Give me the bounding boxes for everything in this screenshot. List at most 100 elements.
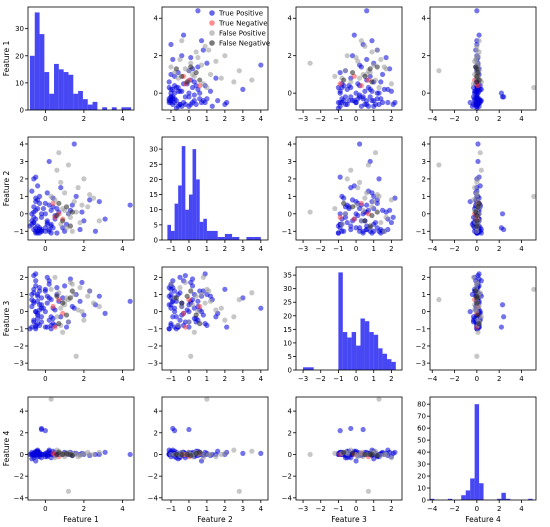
scatter-point bbox=[369, 49, 375, 55]
scatter-point bbox=[371, 98, 377, 104]
scatter-point bbox=[341, 228, 347, 234]
x-tick-label: 0 bbox=[43, 505, 47, 513]
scatter-point bbox=[193, 312, 199, 318]
scatter-point bbox=[96, 218, 102, 224]
scatter-point bbox=[374, 452, 380, 459]
scatter-point bbox=[87, 288, 93, 294]
x-tick-label: 0 bbox=[475, 375, 479, 383]
scatter-point bbox=[236, 297, 242, 303]
x-tick-label: 2 bbox=[223, 505, 227, 513]
scatter-point bbox=[31, 286, 37, 292]
scatter-point bbox=[173, 314, 179, 320]
y-tick-label: 0 bbox=[20, 107, 24, 115]
scatter-point bbox=[339, 221, 345, 227]
y-tick-label: 15 bbox=[149, 191, 158, 199]
x-tick-label: 1 bbox=[371, 245, 375, 253]
x-tick-label: −1 bbox=[166, 375, 176, 383]
scatter-point bbox=[42, 211, 48, 217]
scatter-point bbox=[202, 99, 208, 106]
scatter-point bbox=[474, 8, 480, 14]
panel-frame bbox=[161, 396, 269, 501]
scatter-point bbox=[77, 226, 83, 233]
y-tick-label: 30 bbox=[417, 461, 426, 469]
scatter-point bbox=[362, 195, 368, 201]
scatter-point bbox=[204, 84, 210, 91]
scatter-point bbox=[65, 162, 72, 168]
scatter-point bbox=[348, 167, 354, 173]
x-tick-label: 4 bbox=[259, 245, 264, 253]
x-tick-label: 3 bbox=[241, 245, 245, 253]
scatter-point bbox=[81, 317, 87, 323]
scatter-point bbox=[436, 162, 442, 168]
hist-bar bbox=[181, 146, 186, 240]
y-tick-label: −2 bbox=[148, 473, 158, 481]
scatter-point bbox=[371, 228, 377, 234]
scatter-point bbox=[46, 295, 52, 301]
y-tick-label: 25 bbox=[283, 299, 292, 307]
scatter-point bbox=[197, 321, 203, 327]
scatter-point bbox=[77, 219, 83, 226]
scatter-point bbox=[213, 58, 219, 64]
scatter-point bbox=[222, 53, 228, 59]
y-tick-label: 0 bbox=[422, 90, 426, 98]
scatter-point bbox=[204, 60, 210, 66]
scatter-point bbox=[193, 293, 199, 299]
y-tick-label: 0 bbox=[154, 308, 158, 316]
legend-label: True Positive bbox=[218, 10, 263, 18]
x-tick-label: −3 bbox=[298, 505, 308, 513]
scatter-point bbox=[202, 300, 208, 306]
scatter-point bbox=[335, 105, 341, 111]
panel-frame bbox=[161, 6, 269, 111]
scatter-point bbox=[213, 75, 219, 81]
scatter-point bbox=[127, 298, 133, 304]
scatter-point bbox=[374, 47, 380, 53]
scatter-point bbox=[33, 309, 39, 315]
legend-marker bbox=[209, 40, 215, 46]
y-axis-label: Feature 2 bbox=[2, 171, 11, 207]
scatter-point bbox=[369, 38, 375, 44]
x-tick-label: 2 bbox=[223, 375, 227, 383]
x-tick-label: −2 bbox=[316, 375, 326, 383]
y-tick-label: 30 bbox=[149, 146, 158, 154]
scatter-point bbox=[372, 219, 379, 226]
scatter-point bbox=[42, 225, 48, 231]
scatter-point bbox=[60, 218, 66, 224]
scatter-point bbox=[470, 197, 477, 203]
x-tick-label: 2 bbox=[82, 115, 86, 123]
panel-frame bbox=[295, 136, 403, 241]
scatter-point bbox=[307, 451, 313, 458]
x-tick-label: 2 bbox=[389, 245, 393, 253]
scatter-point bbox=[355, 185, 361, 191]
x-tick-label: −1 bbox=[166, 115, 176, 123]
scatter-point bbox=[54, 285, 60, 291]
y-tick-label: 4 bbox=[20, 140, 25, 148]
scatter-point bbox=[168, 451, 174, 458]
scatter-point bbox=[184, 307, 190, 313]
scatter-point bbox=[224, 324, 230, 330]
scatter-point bbox=[357, 92, 363, 98]
scatter-point bbox=[48, 221, 54, 227]
y-tick-label: 2 bbox=[422, 274, 426, 282]
panel-1-3: −3 −2 −1 0 1 2 0 2 4 bbox=[288, 6, 403, 123]
scatter-point bbox=[179, 73, 185, 79]
x-tick-label: −2 bbox=[316, 245, 326, 253]
x-tick-label: 0 bbox=[187, 375, 191, 383]
scatter-point bbox=[332, 205, 338, 212]
hist-bar bbox=[386, 359, 392, 370]
scatter-point bbox=[353, 458, 359, 464]
scatter-point bbox=[31, 319, 37, 325]
x-tick-label: 4 bbox=[259, 115, 264, 123]
hist-bar bbox=[360, 318, 365, 370]
scatter-point bbox=[177, 101, 183, 107]
panel-3-4: −4 −2 0 2 4 −3 −2 −1 0 1 2 bbox=[416, 266, 537, 383]
scatter-point bbox=[177, 274, 183, 280]
hist-bar bbox=[34, 12, 40, 111]
scatter-point bbox=[54, 293, 60, 299]
scatter-point bbox=[531, 286, 537, 292]
scatter-point bbox=[222, 450, 228, 456]
scatter-point bbox=[476, 200, 482, 206]
y-tick-label: 5 bbox=[288, 353, 292, 361]
hist-bar bbox=[178, 185, 182, 240]
scatter-point bbox=[33, 195, 39, 201]
scatter-point bbox=[367, 451, 373, 458]
